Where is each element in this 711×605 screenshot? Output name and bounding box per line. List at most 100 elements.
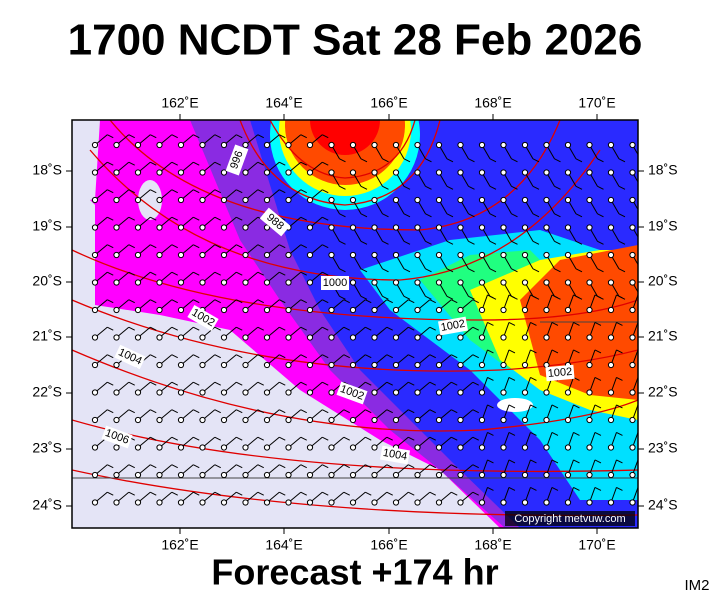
- barb-flag: [150, 491, 157, 496]
- wind-barb: [629, 196, 638, 211]
- lon-label: 166˚E: [370, 537, 407, 553]
- barb-station: [113, 444, 120, 451]
- barb-flag: [573, 432, 580, 436]
- barb-station: [113, 251, 120, 259]
- barb-station: [543, 279, 550, 286]
- wind-barb: [607, 322, 623, 341]
- barb-flag: [641, 241, 647, 244]
- barb-flag: [257, 354, 264, 359]
- barb-station: [113, 306, 120, 314]
- barb-station: [414, 169, 421, 176]
- barb-flag: [257, 299, 264, 304]
- wind-barb: [414, 491, 436, 506]
- isobar-label-box: [259, 207, 291, 237]
- barb-flag: [489, 185, 497, 190]
- wind-barb: [414, 436, 436, 451]
- barb-station: [629, 361, 636, 369]
- wind-barb: [306, 189, 329, 204]
- barb-flag: [429, 299, 436, 304]
- isobar-label-box: [437, 316, 469, 336]
- barb-flag: [487, 322, 494, 326]
- wind-barb: [199, 244, 221, 259]
- barb-flag: [508, 459, 516, 464]
- barb-station: [156, 196, 163, 204]
- barb-station: [371, 444, 378, 451]
- barb-station: [392, 416, 400, 424]
- barb-station: [629, 334, 636, 341]
- barb-flag: [597, 185, 604, 190]
- barb-station: [156, 169, 163, 176]
- barb-station: [113, 499, 120, 506]
- barb-flag: [365, 354, 372, 359]
- isobar-label: 1006: [101, 425, 133, 449]
- isobar-label-box: [225, 144, 249, 176]
- barb-station: [435, 499, 443, 506]
- wind-barb: [500, 224, 518, 245]
- barb-station: [328, 361, 335, 369]
- barb-station: [607, 471, 615, 479]
- barb-station: [478, 416, 486, 424]
- wind-barb: [285, 244, 307, 259]
- wind-barb: [371, 381, 393, 396]
- barb-station: [543, 499, 550, 506]
- barb-flag: [360, 213, 368, 218]
- barb-station: [500, 251, 507, 259]
- wind-barb: [285, 134, 307, 149]
- barb-station: [285, 416, 292, 424]
- barb-station: [199, 196, 206, 204]
- barb-flag: [343, 409, 350, 414]
- wind-barb: [156, 464, 178, 479]
- barb-station: [285, 279, 292, 286]
- wind-barb: [371, 436, 393, 451]
- isobar-label-text: 1002: [547, 366, 572, 380]
- barb-station: [478, 361, 486, 369]
- barb-station: [543, 196, 550, 204]
- wind-barb: [500, 251, 518, 273]
- barb-station: [306, 224, 314, 231]
- barb-flag: [365, 436, 372, 441]
- barb-flag: [193, 491, 200, 496]
- barb-flag: [214, 381, 221, 386]
- barb-station: [435, 169, 443, 176]
- wind-barb: [113, 326, 135, 341]
- barb-station: [414, 196, 421, 204]
- wind-barb: [457, 196, 475, 218]
- barb-station: [220, 196, 228, 204]
- barb-station: [113, 471, 120, 479]
- barb-station: [392, 169, 400, 176]
- wind-barb: [285, 189, 307, 204]
- barb-flag: [408, 409, 415, 414]
- wind-barb: [629, 432, 638, 451]
- barb-flag: [573, 322, 580, 326]
- barb-flag: [489, 213, 497, 218]
- barb-flag: [403, 158, 411, 163]
- barb-station: [629, 224, 636, 231]
- barb-flag: [107, 271, 114, 276]
- barb-station: [414, 389, 421, 396]
- barb-flag: [107, 299, 114, 304]
- barb-flag: [279, 491, 286, 496]
- wind-barb: [457, 464, 479, 479]
- barb-flag: [150, 271, 157, 276]
- wind-barb: [91, 161, 114, 176]
- barb-station: [113, 416, 120, 424]
- wind-barb: [564, 294, 580, 314]
- barb-station: [457, 169, 464, 176]
- barb-station: [478, 141, 486, 149]
- wind-barb: [199, 464, 221, 479]
- barb-flag: [508, 349, 516, 354]
- wind-barb: [349, 224, 368, 245]
- wind-barb: [306, 161, 329, 176]
- barb-station: [285, 334, 292, 341]
- barb-station: [392, 224, 400, 231]
- barb-station: [478, 334, 486, 341]
- barb-flag: [107, 134, 114, 139]
- barb-station: [457, 224, 464, 231]
- barb-station: [521, 334, 529, 341]
- wind-barb: [392, 279, 411, 300]
- barb-flag: [511, 213, 518, 218]
- wind-barb: [392, 491, 415, 506]
- barb-station: [242, 416, 249, 424]
- wind-barb: [285, 436, 307, 451]
- wind-barb: [349, 279, 368, 300]
